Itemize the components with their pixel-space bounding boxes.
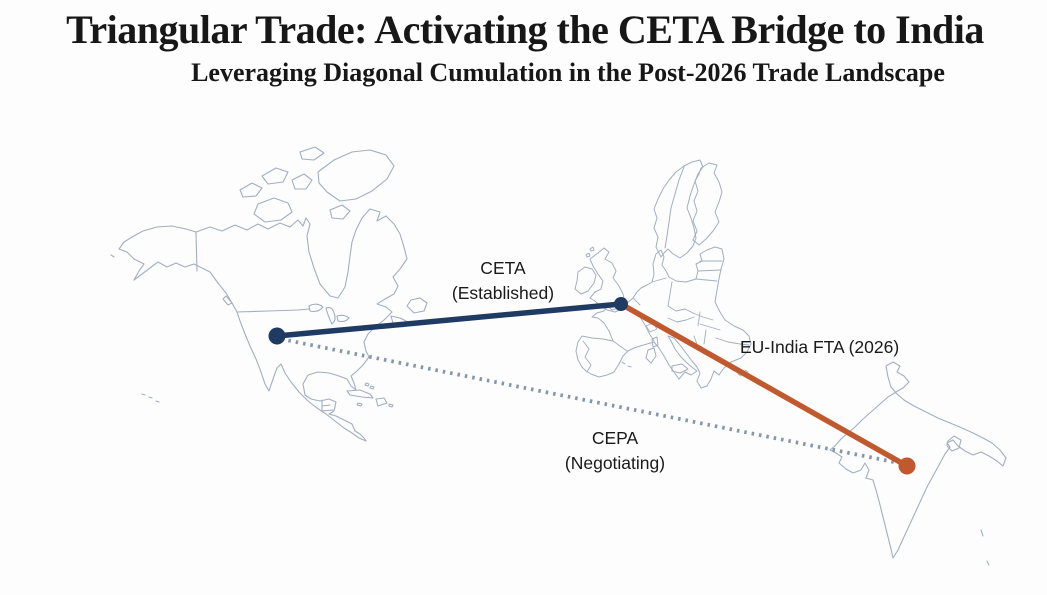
vancouver-island	[222, 295, 233, 306]
eu-india-fta-line	[618, 301, 910, 469]
india-mainland	[829, 361, 1007, 559]
great-lakes	[308, 303, 350, 325]
europe-node	[614, 297, 628, 311]
cepa-label-status: (Negotiating)	[564, 452, 666, 473]
north-america-outline	[110, 146, 428, 442]
india-outline	[829, 361, 1007, 566]
ceta-label: CETA (Established)	[452, 256, 554, 306]
germany-poland-border	[667, 281, 673, 307]
romania-bulgaria-border	[715, 337, 750, 346]
cuba-island	[346, 389, 374, 399]
ceta-line	[274, 301, 624, 339]
sardinia-island	[645, 347, 657, 364]
ireland-island	[574, 266, 597, 295]
yucatan-borders	[321, 399, 334, 412]
arctic-islands	[239, 146, 351, 223]
eu-india-fta-label: EU-India FTA (2026)	[740, 335, 899, 360]
sicily-island	[671, 363, 689, 374]
norway-sweden-border	[664, 166, 685, 249]
portugal-spain-border	[582, 340, 592, 373]
europe-internal-borders	[582, 260, 750, 373]
bangladesh-outline	[946, 435, 962, 452]
slovakia-hungary-borders	[692, 311, 721, 331]
pyrenees-border	[612, 340, 628, 352]
cepa-label-name: CEPA	[591, 428, 639, 448]
page-subtitle: Leveraging Diagonal Cumulation in the Po…	[191, 58, 945, 87]
hawaii-islands	[110, 254, 160, 403]
scandinavia-peninsula	[653, 159, 704, 259]
us-canada-border-line	[236, 308, 310, 313]
finland-outline	[692, 162, 723, 246]
ceta-label-name: CETA	[480, 258, 526, 278]
hebrides-specks	[585, 246, 595, 258]
page-title: Triangular Trade: Activating the CETA Br…	[66, 7, 984, 52]
andaman-island-specks	[980, 529, 990, 566]
hispaniola-island	[375, 397, 388, 407]
corsica-island	[651, 336, 659, 348]
europe-outline	[574, 159, 755, 389]
eu-india-fta-label-text: EU-India FTA (2026)	[740, 337, 900, 357]
benelux-border	[632, 297, 641, 306]
caribbean-specks	[356, 382, 394, 408]
czechia-borders	[667, 305, 695, 323]
great-britain-island	[589, 247, 626, 313]
cepa-line	[280, 337, 900, 465]
north-america-node	[268, 327, 286, 345]
india-node	[898, 457, 916, 475]
newfoundland-island	[406, 297, 428, 314]
cepa-label: CEPA (Negotiating)	[565, 426, 665, 476]
ceta-label-status: (Established)	[451, 282, 555, 303]
switzerland-outline	[645, 322, 658, 333]
baltic-state-borders	[695, 260, 723, 282]
north-america-mainland	[118, 208, 408, 442]
denmark-germany-border	[651, 277, 667, 283]
baffin-island	[317, 149, 395, 202]
europe-mainland	[575, 246, 752, 389]
alaska-border-line	[195, 231, 198, 272]
